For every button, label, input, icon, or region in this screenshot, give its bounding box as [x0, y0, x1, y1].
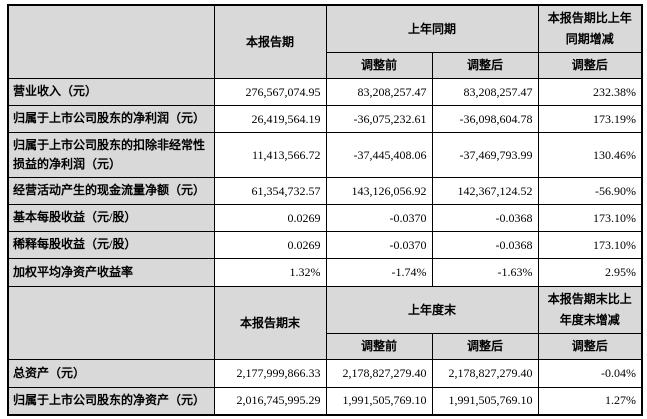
value-change: 173.10%	[537, 204, 643, 232]
col-header-current-period-end: 本报告期末	[213, 286, 327, 360]
row-label: 总资产（元）	[7, 359, 215, 388]
value-prior-before: -36,075,232.61	[325, 105, 433, 133]
table-row: 总资产（元） 2,177,999,866.33 2,178,827,279.40…	[7, 359, 643, 388]
value-prior-after: 1,991,505,769.10	[431, 387, 539, 415]
row-label: 归属于上市公司股东的净利润（元）	[7, 105, 215, 133]
value-change: 2.95%	[537, 258, 643, 287]
value-change: 130.46%	[537, 132, 643, 178]
row-label: 经营活动产生的现金流量净额（元）	[7, 177, 215, 205]
key-financials-table: 本报告期 上年同期 本报告期比上年同期增减 调整前 调整后 调整后 营业收入（元…	[7, 4, 644, 416]
col-header-change-group: 本报告期比上年同期增减	[537, 4, 643, 53]
value-prior-after: -36,098,604.78	[431, 105, 539, 133]
row-label: 加权平均净资产收益率	[7, 258, 215, 287]
value-prior-before: -0.0370	[325, 204, 433, 232]
value-current: 2,016,745,995.29	[213, 387, 327, 415]
col-header-prior-year-end-group: 上年度末	[325, 286, 539, 334]
value-change: -0.04%	[537, 359, 643, 388]
value-change: 173.19%	[537, 105, 643, 133]
value-prior-after: -1.63%	[431, 258, 539, 287]
section1-header-row1: 本报告期 上年同期 本报告期比上年同期增减	[7, 4, 643, 79]
value-prior-after: 2,178,827,279.40	[431, 359, 539, 388]
value-change: -56.90%	[537, 177, 643, 205]
value-current: 2,177,999,866.33	[213, 359, 327, 388]
subheader-after-adjust: 调整后	[431, 52, 539, 79]
table-row: 归属于上市公司股东的净资产（元） 2,016,745,995.29 1,991,…	[7, 387, 643, 415]
corner-blank-cell	[7, 286, 215, 360]
subheader-change-after-adjust: 调整后	[537, 52, 643, 79]
value-prior-after: 83,208,257.47	[431, 78, 539, 106]
col-header-change-group: 本报告期末比上年度末增减	[537, 286, 643, 334]
value-prior-after: -0.0368	[431, 231, 539, 259]
table-row: 基本每股收益（元/股） 0.0269 -0.0370 -0.0368 173.1…	[7, 204, 643, 232]
value-change: 173.10%	[537, 231, 643, 259]
row-label: 稀释每股收益（元/股）	[7, 231, 215, 259]
value-prior-before: 143,126,056.92	[325, 177, 433, 205]
subheader-before-adjust: 调整前	[325, 52, 433, 79]
value-current: 1.32%	[213, 258, 327, 287]
subheader-before-adjust: 调整前	[325, 333, 433, 360]
row-label: 归属于上市公司股东的扣除非经常性损益的净利润（元）	[7, 132, 215, 178]
section2-header-row1: 本报告期末 上年度末 本报告期末比上年度末增减	[7, 286, 643, 360]
value-current: 11,413,566.72	[213, 132, 327, 178]
table-row: 归属于上市公司股东的净利润（元） 26,419,564.19 -36,075,2…	[7, 105, 643, 133]
value-change: 1.27%	[537, 387, 643, 415]
value-current: 61,354,732.57	[213, 177, 327, 205]
table-row: 营业收入（元） 276,567,074.95 83,208,257.47 83,…	[7, 78, 643, 106]
value-prior-before: -37,445,408.06	[325, 132, 433, 178]
value-current: 276,567,074.95	[213, 78, 327, 106]
value-prior-before: 83,208,257.47	[325, 78, 433, 106]
value-prior-before: 2,178,827,279.40	[325, 359, 433, 388]
row-label: 营业收入（元）	[7, 78, 215, 106]
value-prior-after: -37,469,793.99	[431, 132, 539, 178]
section1-header-row2: 调整前 调整后 调整后	[8, 52, 643, 79]
corner-blank-cell	[7, 4, 215, 79]
table-row: 加权平均净资产收益率 1.32% -1.74% -1.63% 2.95%	[7, 258, 643, 287]
value-current: 0.0269	[213, 231, 327, 259]
table-row: 经营活动产生的现金流量净额（元） 61,354,732.57 143,126,0…	[7, 177, 643, 205]
value-prior-after: 142,367,124.52	[431, 177, 539, 205]
value-prior-before: -1.74%	[325, 258, 433, 287]
value-prior-after: -0.0368	[431, 204, 539, 232]
subheader-after-adjust: 调整后	[431, 333, 539, 360]
subheader-change-after-adjust: 调整后	[537, 333, 643, 360]
value-current: 26,419,564.19	[213, 105, 327, 133]
table-row: 归属于上市公司股东的扣除非经常性损益的净利润（元） 11,413,566.72 …	[7, 132, 643, 178]
section2-header-row2: 调整前 调整后 调整后	[8, 333, 643, 360]
row-label: 基本每股收益（元/股）	[7, 204, 215, 232]
value-current: 0.0269	[213, 204, 327, 232]
value-prior-before: 1,991,505,769.10	[325, 387, 433, 415]
value-prior-before: -0.0370	[325, 231, 433, 259]
value-change: 232.38%	[537, 78, 643, 106]
col-header-prior-period-group: 上年同期	[325, 4, 539, 53]
col-header-current-period: 本报告期	[213, 4, 327, 79]
table-row: 稀释每股收益（元/股） 0.0269 -0.0370 -0.0368 173.1…	[7, 231, 643, 259]
row-label: 归属于上市公司股东的净资产（元）	[7, 387, 215, 415]
